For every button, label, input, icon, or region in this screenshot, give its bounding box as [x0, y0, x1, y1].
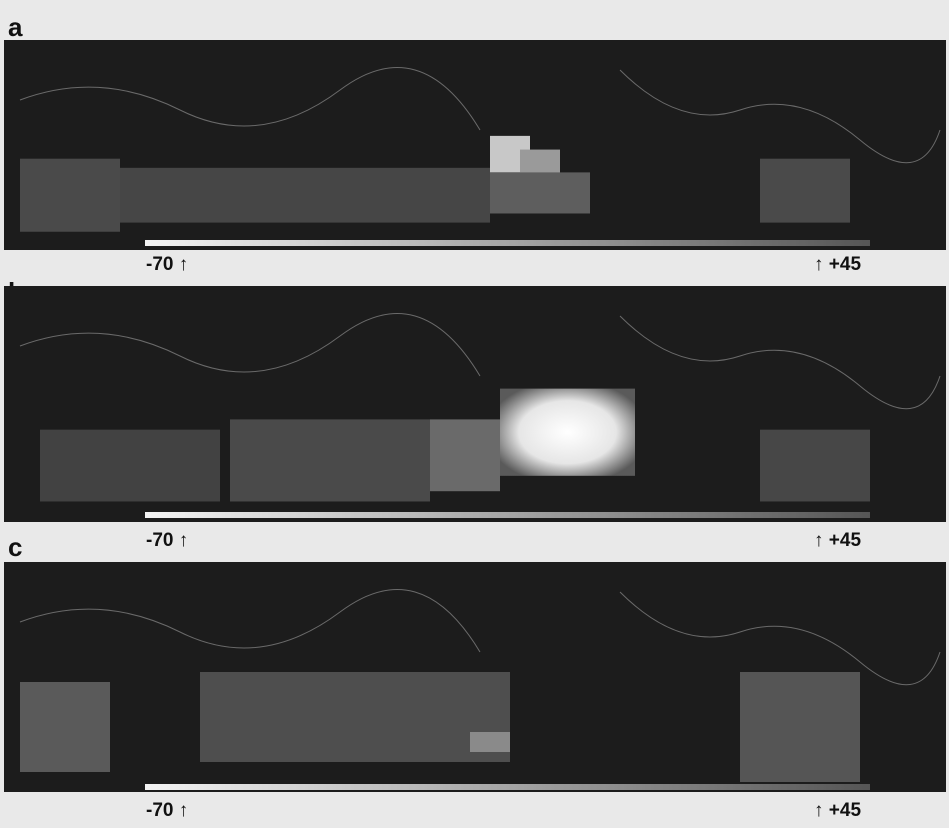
- coastline: [19, 67, 941, 164]
- anomaly-region: [760, 429, 870, 502]
- anomaly-region: [200, 672, 510, 762]
- anomaly-region: [40, 429, 220, 502]
- scale-min-label: -70 ↑: [146, 530, 188, 551]
- scale-min-label: -70 ↑: [146, 254, 188, 275]
- panel: c -70 ↑ ↑ +45: [4, 532, 946, 821]
- scale-bar: [145, 512, 870, 518]
- scale-max-label: ↑ +45: [814, 530, 861, 551]
- coastline: [19, 313, 941, 410]
- anomaly-region: [430, 419, 500, 492]
- scale-max-label: ↑ +45: [814, 800, 861, 821]
- scale-bar: [145, 240, 870, 246]
- scale-min-label: -70 ↑: [146, 800, 188, 821]
- anomaly-region: [20, 682, 110, 772]
- anomaly-region: [500, 388, 635, 476]
- panel-label: c: [8, 532, 22, 562]
- anomaly-region: [230, 419, 430, 502]
- scale-bar: [145, 784, 870, 790]
- anomaly-region: [20, 158, 120, 232]
- panel: b-70 ↑↑ +45: [4, 277, 946, 551]
- scale-max-label: ↑ +45: [814, 254, 861, 275]
- anomaly-region: [470, 732, 510, 752]
- panel: a -70 ↑ ↑ +45: [4, 12, 946, 275]
- anomaly-region: [120, 167, 490, 223]
- anomaly-region: [760, 158, 850, 223]
- panel-label: a: [8, 12, 23, 42]
- coastline: [19, 589, 941, 686]
- anomaly-region: [490, 172, 590, 214]
- anomaly-region: [740, 672, 860, 782]
